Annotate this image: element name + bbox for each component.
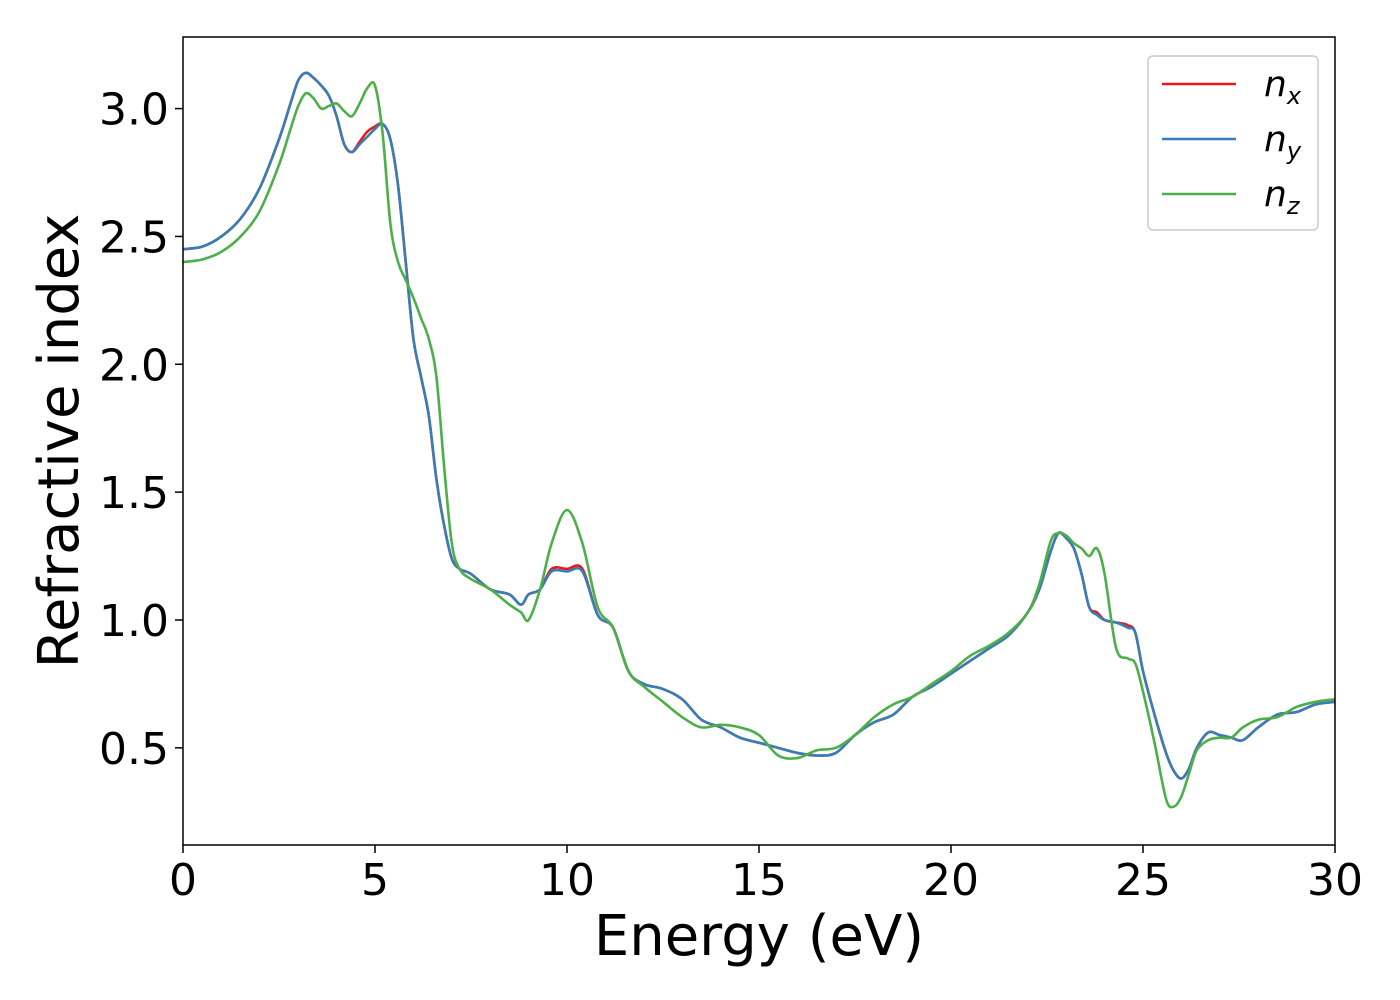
legend-label-ny: ny bbox=[1264, 119, 1302, 165]
x-tick-label: 10 bbox=[539, 855, 595, 906]
y-tick-label: 2.5 bbox=[99, 212, 169, 263]
series-line-nz bbox=[183, 80, 1335, 809]
y-tick-label: 0.5 bbox=[99, 724, 169, 775]
series-layer bbox=[183, 71, 1335, 809]
plot-area bbox=[182, 36, 1336, 846]
legend-label-nx: nx bbox=[1264, 64, 1302, 110]
x-tick-label: 5 bbox=[361, 855, 389, 906]
legend-box bbox=[1147, 55, 1319, 231]
y-tick-label: 1.0 bbox=[99, 596, 169, 647]
x-tick-label: 15 bbox=[731, 855, 787, 906]
legend-label-nz: nz bbox=[1264, 174, 1301, 220]
legend: nx ny nz bbox=[1147, 55, 1319, 231]
x-axis-ticks: 0 5 10 15 20 25 30 bbox=[169, 845, 1363, 906]
y-axis-label: Refractive index bbox=[27, 214, 92, 669]
y-axis-ticks: 0.5 1.0 1.5 2.0 2.5 3.0 bbox=[99, 85, 183, 775]
x-tick-label: 30 bbox=[1307, 855, 1363, 906]
y-tick-label: 3.0 bbox=[99, 85, 169, 136]
y-tick-label: 2.0 bbox=[99, 340, 169, 391]
x-tick-label: 20 bbox=[923, 855, 979, 906]
y-tick-label: 1.5 bbox=[99, 468, 169, 519]
series-line-ny bbox=[183, 71, 1335, 780]
x-axis-label: Energy (eV) bbox=[594, 904, 924, 969]
x-tick-label: 0 bbox=[169, 855, 197, 906]
x-tick-label: 25 bbox=[1115, 855, 1171, 906]
legend-entries: nx ny nz bbox=[1162, 64, 1302, 220]
